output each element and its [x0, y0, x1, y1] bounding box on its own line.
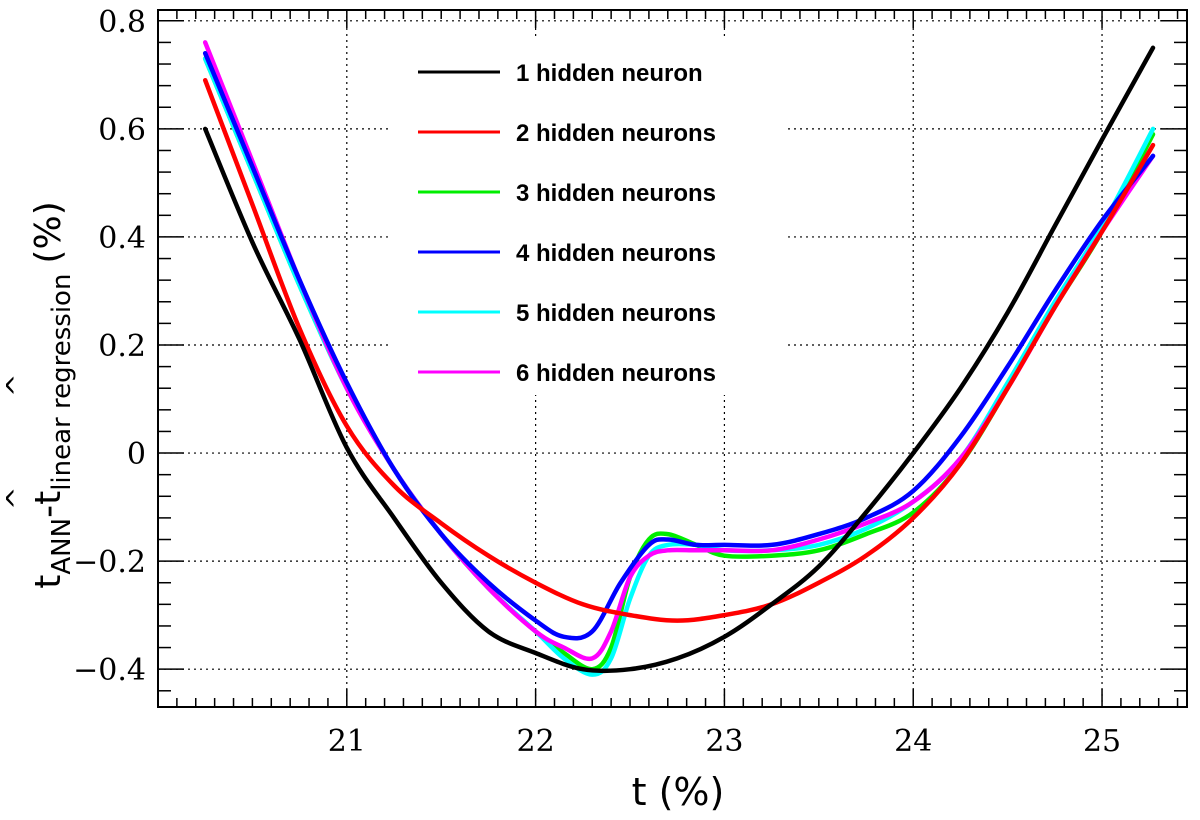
x-tick-label: 22	[517, 724, 555, 759]
y-tick-labels: −0.4 −0.2 0 0.2 0.4 0.6 0.8	[73, 5, 146, 688]
series-layer	[202, 40, 1156, 677]
legend-label: 6 hidden neurons	[516, 360, 716, 387]
legend-label: 5 hidden neurons	[516, 300, 716, 327]
y-axis-title-sub2: linear regression	[47, 274, 77, 491]
x-axis-title: t (%)	[632, 770, 725, 814]
y-axis-hat-1: ^	[0, 487, 33, 510]
y-axis-title-unit: (%)	[28, 201, 69, 263]
legend-label: 3 hidden neurons	[516, 180, 716, 207]
x-tick-label: 24	[894, 724, 932, 759]
y-tick-label: −0.4	[73, 653, 146, 688]
legend-label: 1 hidden neuron	[516, 60, 703, 87]
x-tick-label: 25	[1083, 724, 1121, 759]
y-axis-hat-2: ^	[0, 374, 33, 397]
x-tick-label: 23	[705, 724, 743, 759]
legend-label: 2 hidden neurons	[516, 120, 716, 147]
legend: 1 hidden neuron 2 hidden neurons 3 hidden …	[392, 40, 784, 395]
x-tick-label: 21	[328, 724, 366, 759]
series-line-1	[202, 45, 1156, 674]
legend-label: 4 hidden neurons	[516, 240, 716, 267]
axis-ticks	[157, 10, 1187, 707]
y-tick-label: 0	[127, 437, 146, 472]
y-axis-title-sub1: ANN	[47, 518, 77, 575]
legend-background	[392, 40, 784, 395]
plot-frame	[157, 9, 1188, 708]
series-line-2	[202, 77, 1156, 623]
y-tick-label: −0.2	[73, 545, 146, 580]
y-axis-title-t2: t	[28, 491, 69, 505]
y-axis-title-dash: -	[28, 505, 69, 518]
y-tick-label: 0.4	[98, 221, 146, 256]
y-axis-title: tANN-tlinear regression(%)	[28, 201, 77, 588]
y-tick-label: 0.8	[98, 5, 146, 40]
y-tick-label: 0.6	[98, 113, 146, 148]
x-tick-labels: 21 22 23 24 25	[328, 724, 1121, 759]
series-line-4	[202, 50, 1156, 641]
y-tick-label: 0.2	[98, 329, 146, 364]
svg-text:tANN-tlinear regression(%): tANN-tlinear regression(%)	[28, 201, 77, 588]
y-axis-title-t1: t	[28, 575, 69, 589]
